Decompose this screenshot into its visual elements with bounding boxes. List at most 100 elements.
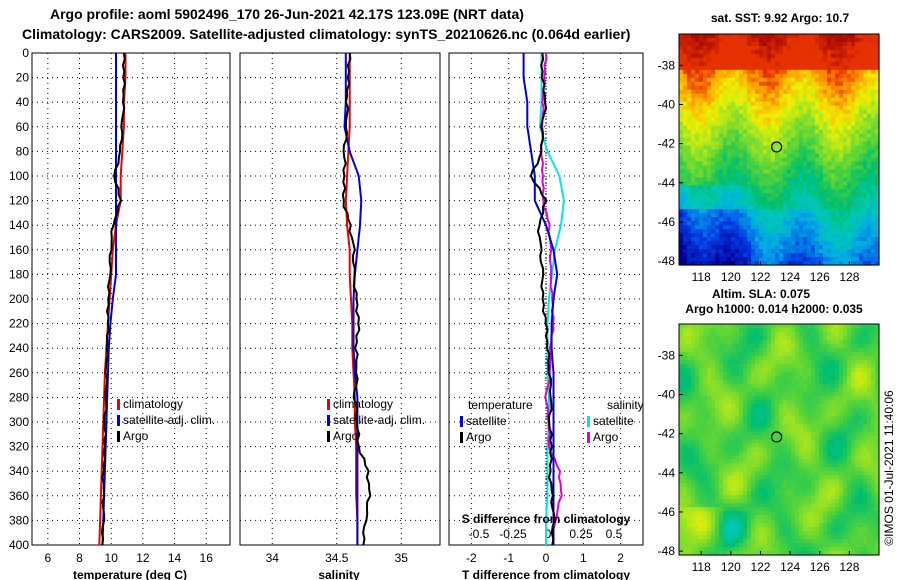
sst-map-cell — [719, 249, 724, 254]
sla-map-cell — [875, 399, 880, 405]
sla-map-cell — [755, 371, 760, 377]
sst-map-cell — [867, 193, 872, 198]
sst-map-cell — [699, 149, 704, 155]
sla-map-cell — [835, 427, 840, 433]
sst-map-cell — [871, 145, 876, 151]
sst-map-cell — [811, 105, 816, 111]
sla-map-cell — [739, 351, 744, 357]
sst-map-cell — [851, 225, 856, 230]
sst-map-cell — [679, 237, 684, 242]
sla-map-cell — [739, 423, 744, 429]
sst-map-cell — [755, 93, 760, 99]
salinity-difference-tick-label: 0 — [545, 527, 552, 541]
sla-map-cell — [859, 343, 864, 349]
sst-map-cell — [691, 165, 696, 171]
sst-map-cell — [783, 137, 788, 143]
sst-map-cell — [819, 105, 824, 111]
sla-map-cell — [795, 451, 800, 457]
sst-map-cell — [683, 141, 688, 147]
sla-map-cell — [751, 411, 756, 417]
sla-map-cell — [703, 367, 708, 373]
sst-map-cell — [875, 73, 880, 79]
sst-map-cell — [751, 245, 756, 250]
sst-map-cell — [771, 37, 776, 43]
sst-map-cell — [755, 197, 760, 202]
sst-map-cell — [815, 225, 820, 230]
temperature-argo-line — [100, 52, 126, 546]
sst-map-cell — [847, 225, 852, 230]
sla-map-cell — [691, 367, 696, 373]
sst-map-cell — [739, 105, 744, 111]
sla-map-cell — [803, 335, 808, 341]
sst-map-cell — [807, 113, 812, 119]
sla-map-cell — [763, 347, 768, 353]
sst-map-cell — [819, 233, 824, 238]
sla-map-cell — [867, 435, 872, 441]
sst-map-cell — [815, 241, 820, 246]
sla-map-cell — [707, 439, 712, 445]
sla-map-cell — [767, 347, 772, 353]
sst-map-cell — [839, 249, 844, 254]
sst-map-cell — [791, 261, 796, 266]
sst-map-cell — [803, 81, 808, 87]
sla-map-cell — [843, 471, 848, 476]
sst-map-cell — [827, 181, 832, 186]
sla-map-cell — [871, 467, 876, 472]
sst-map-cell — [811, 141, 816, 147]
sst-map-cell — [823, 165, 828, 171]
sst-map-cell — [683, 105, 688, 111]
sst-map-cell — [867, 233, 872, 238]
sst-map-cell — [839, 233, 844, 238]
sla-map-cell — [755, 379, 760, 385]
sst-map-cell — [687, 65, 692, 71]
sst-map-cell — [755, 209, 760, 214]
sla-map-cell — [743, 463, 748, 468]
sla-map-cell — [875, 367, 880, 373]
sst-map-cell — [779, 65, 784, 71]
sla-map-cell — [703, 343, 708, 349]
sla-map-cell — [779, 363, 784, 369]
sst-map-cell — [747, 221, 752, 226]
sla-map-cell — [691, 399, 696, 405]
sst-map-cell — [811, 121, 816, 127]
sst-map-cell — [731, 233, 736, 238]
sst-map-cell — [791, 237, 796, 242]
sla-map-cell — [691, 355, 696, 361]
sla-map-cell — [735, 411, 740, 417]
sla-map-cell — [815, 443, 820, 449]
sst-map-cell — [755, 213, 760, 218]
sst-map-cell — [723, 229, 728, 234]
sst-map-cell — [855, 249, 860, 254]
sla-map-cell — [715, 403, 720, 409]
sla-map-cell — [783, 367, 788, 373]
sst-map-cell — [755, 125, 760, 131]
sst-map-cell — [687, 153, 692, 159]
sst-map-cell — [799, 237, 804, 242]
sst-map-cell — [803, 193, 808, 198]
sst-map-cell — [707, 213, 712, 218]
sst-map-cell — [679, 121, 684, 127]
sst-map-cell — [683, 185, 688, 190]
sla-map-cell — [683, 324, 688, 329]
sst-map-cell — [843, 34, 848, 39]
sst-map-cell — [871, 57, 876, 63]
sst-map-cell — [851, 81, 856, 87]
sst-map-cell — [687, 165, 692, 171]
sla-map-cell — [827, 351, 832, 357]
sst-map-cell — [759, 49, 764, 55]
sst-map-cell — [863, 141, 868, 147]
sst-map-cell — [791, 137, 796, 143]
sla-map-cell — [747, 371, 752, 377]
sst-map-cell — [803, 237, 808, 242]
difference-tick-label: 1 — [580, 551, 587, 565]
sst-map-cell — [767, 217, 772, 222]
sla-map-cell — [719, 455, 724, 461]
sst-map-cell — [775, 197, 780, 202]
sst-map-cell — [803, 73, 808, 79]
sst-map-cell — [683, 65, 688, 71]
sst-map-cell — [783, 245, 788, 250]
sla-map-cell — [855, 383, 860, 389]
sst-map-cell — [763, 49, 768, 55]
sla-map-cell — [723, 363, 728, 369]
sst-map-cell — [719, 61, 724, 67]
